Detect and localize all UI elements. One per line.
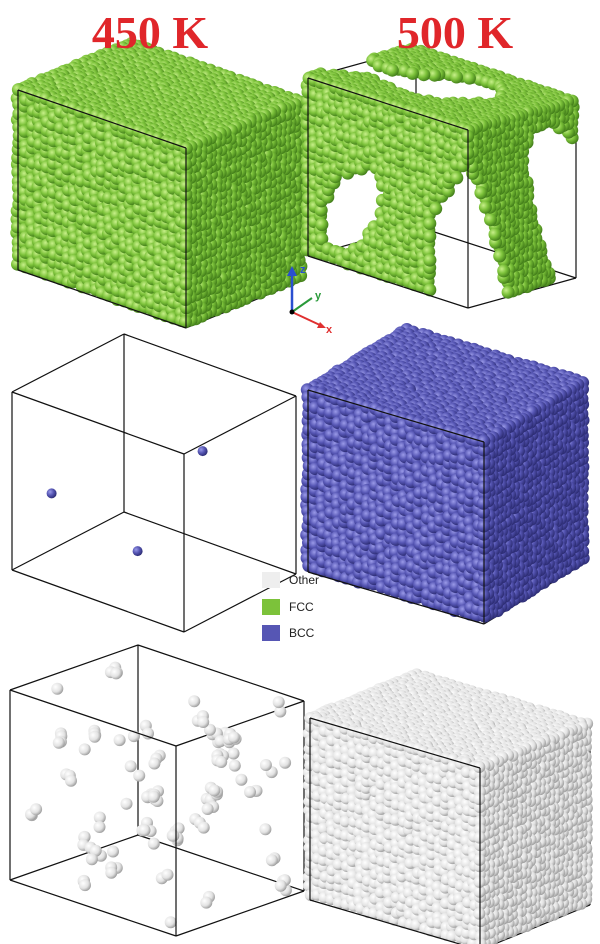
atom (450, 171, 464, 185)
atom (272, 696, 285, 709)
cube-edge (11, 569, 185, 633)
atom (423, 217, 437, 230)
cube-panel (300, 323, 590, 625)
atom (197, 446, 208, 457)
atom (147, 790, 160, 803)
atom (88, 730, 101, 743)
atom (52, 736, 65, 749)
atom (110, 667, 123, 680)
atom (79, 879, 91, 892)
cube-edge (123, 511, 297, 575)
atom (429, 202, 443, 216)
cube-panel (300, 42, 580, 309)
atom (113, 734, 126, 747)
atom (93, 821, 106, 833)
atom (188, 695, 201, 708)
atom (493, 249, 507, 263)
cube-panel (9, 644, 305, 937)
atom (315, 218, 329, 232)
atom (120, 797, 133, 810)
atom (462, 71, 476, 85)
atom (208, 784, 221, 797)
atom (488, 227, 502, 241)
cube-panel (302, 668, 594, 944)
cube-panel (10, 37, 308, 329)
atom (85, 853, 98, 866)
cube-edge (11, 391, 185, 455)
atom-renderings (9, 37, 594, 944)
atom (501, 285, 515, 299)
atom (227, 731, 240, 744)
atom (78, 743, 91, 756)
atom (423, 229, 437, 243)
atom (30, 803, 43, 816)
atom (197, 716, 210, 728)
atom (215, 756, 228, 768)
atom (148, 757, 161, 770)
atom (265, 854, 278, 867)
atom (478, 200, 492, 214)
atom (227, 747, 240, 760)
atom (450, 70, 463, 84)
atom (164, 916, 177, 929)
atom (138, 824, 151, 837)
cube-edge (11, 511, 125, 571)
cube-edge (123, 333, 297, 397)
atom (201, 803, 214, 815)
atom (474, 186, 488, 200)
atom (244, 786, 256, 798)
cube-edge (175, 890, 305, 937)
cube-edge (137, 644, 305, 702)
atom (497, 264, 511, 278)
cube-edge (9, 879, 177, 937)
atom (124, 760, 137, 773)
atom (274, 879, 287, 892)
atom (51, 682, 64, 695)
atom (200, 896, 213, 909)
atom (132, 546, 143, 557)
atom (279, 756, 292, 769)
atom (385, 63, 399, 77)
atom (235, 773, 248, 786)
atom (133, 769, 146, 782)
atom (417, 68, 431, 82)
atom (406, 66, 419, 80)
atom (197, 821, 210, 834)
atom (259, 823, 272, 836)
cube-edge (183, 395, 297, 455)
atom (161, 868, 174, 881)
atom (107, 845, 119, 858)
atom (167, 829, 180, 842)
atom (147, 837, 160, 850)
atom (105, 866, 118, 879)
atom (484, 213, 497, 227)
atom (476, 558, 490, 572)
atom (228, 759, 241, 772)
atom (259, 759, 272, 771)
cube-edge (11, 333, 125, 393)
atom (65, 774, 77, 787)
cube-panel (11, 333, 297, 633)
atom (46, 488, 57, 499)
atom (423, 253, 437, 267)
